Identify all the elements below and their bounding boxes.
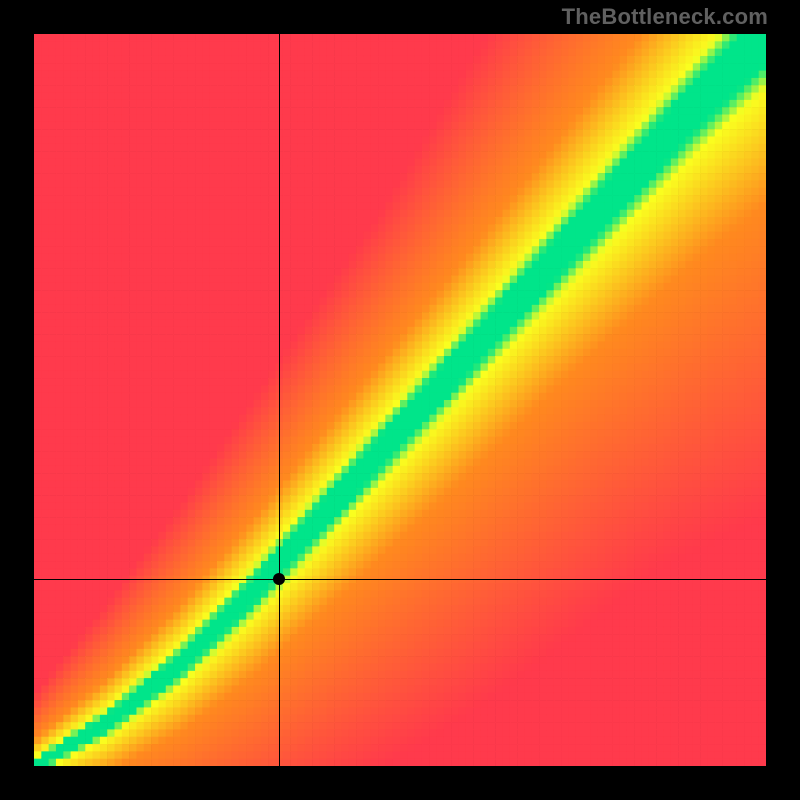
chart-wrapper: TheBottleneck.com: [0, 0, 800, 800]
crosshair-vertical: [279, 34, 280, 766]
watermark: TheBottleneck.com: [562, 4, 768, 30]
crosshair-horizontal: [34, 579, 766, 580]
heatmap-canvas: [34, 34, 766, 766]
crosshair-marker: [273, 573, 285, 585]
heatmap-plot: [34, 34, 766, 766]
